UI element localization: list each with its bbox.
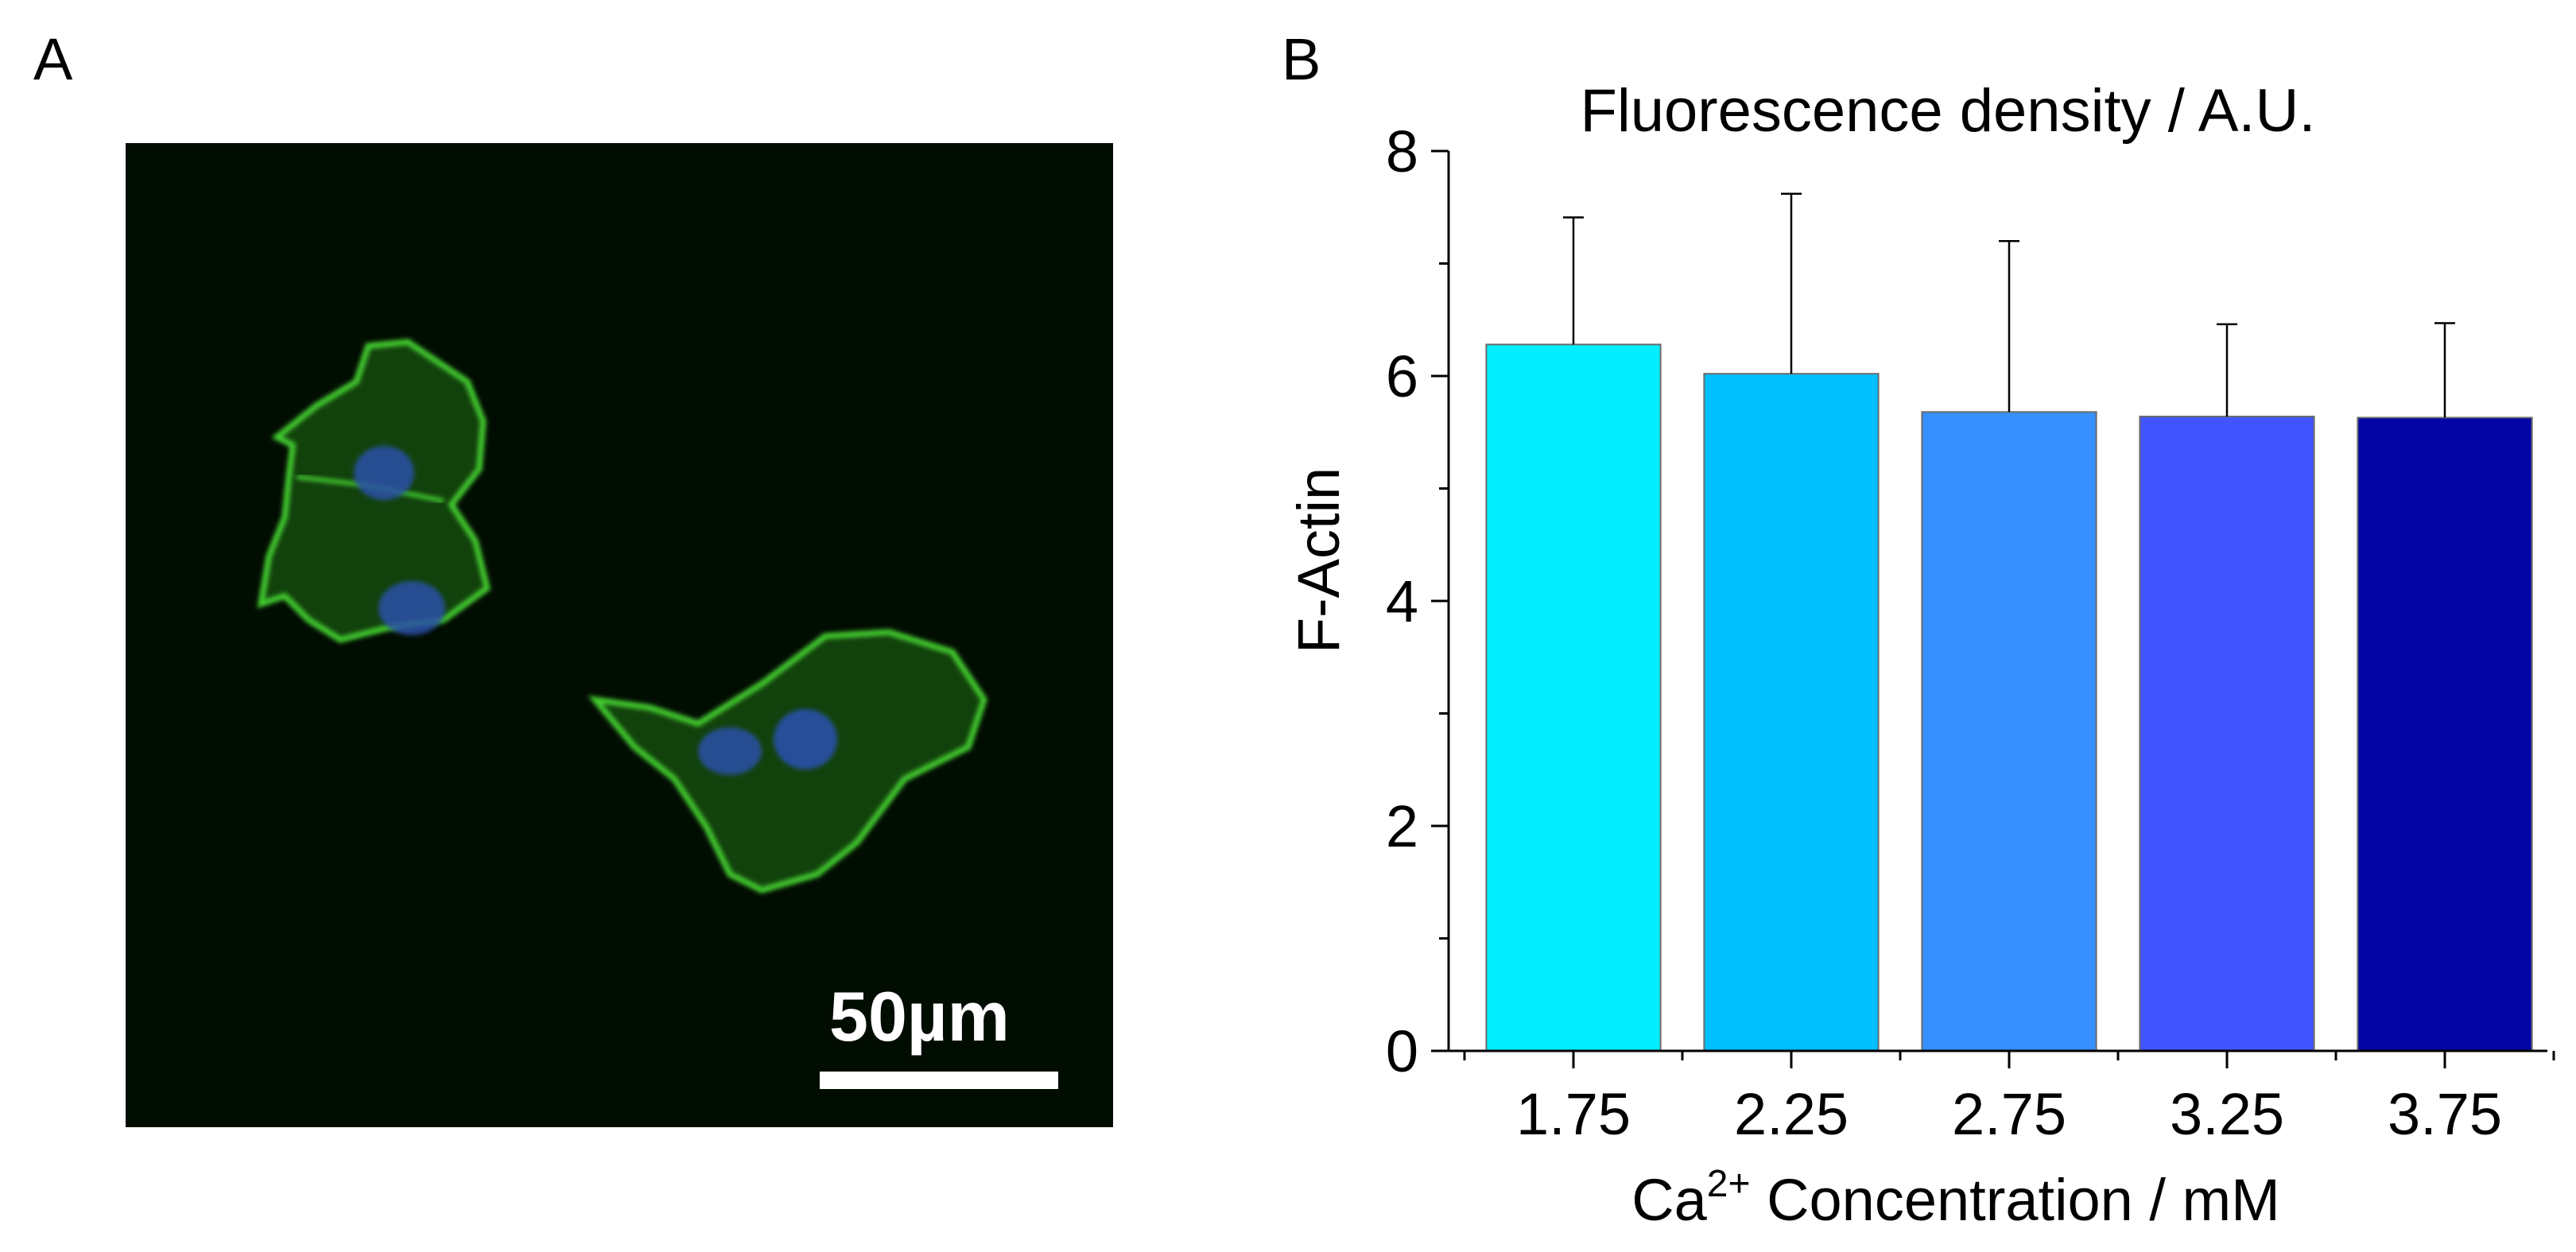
bar-3.75 (2357, 417, 2533, 1052)
y-tick-label-8: 8 (1386, 118, 1418, 184)
y-tick-label-6: 6 (1386, 343, 1418, 409)
x-tick-label-3.25: 3.25 (2170, 1081, 2284, 1147)
x-tick-label-3.75: 3.75 (2388, 1081, 2502, 1147)
x-axis-label-main: Ca (1631, 1167, 1707, 1233)
scale-bar-label: 50µm (829, 977, 1010, 1056)
y-tick-label-0: 0 (1386, 1018, 1418, 1084)
bar-chart: Fluorescence density / A.U. F-Actin 0 2 4 6… (1286, 77, 2555, 1233)
panel-b-label: B (1282, 26, 1321, 92)
bar-1.75 (1485, 343, 1662, 1052)
error-bars-group (1563, 192, 2455, 418)
y-ticks-group: 0 2 4 6 8 (1386, 118, 1449, 1084)
y-tick-label-4: 4 (1386, 568, 1418, 634)
fluorescence-micrograph: 50µm (126, 143, 1113, 1127)
x-ticks-group: 1.75 2.25 2.75 3.25 3.75 (1463, 1051, 2555, 1147)
bars-group (1485, 343, 2533, 1052)
chart-title: Fluorescence density / A.U. (1580, 77, 2315, 145)
x-axis-label-superscript: 2+ (1707, 1163, 1751, 1205)
x-tick-label-1.75: 1.75 (1516, 1081, 1631, 1147)
x-tick-label-2.75: 2.75 (1952, 1081, 2066, 1147)
cell-cluster-right (588, 629, 987, 893)
bar-2.25 (1703, 373, 1880, 1052)
x-axis-label: Ca2+ Concentration / mM (1631, 1163, 2280, 1233)
x-axis-label-rest: Concentration / mM (1751, 1167, 2280, 1233)
bar-3.25 (2139, 415, 2315, 1052)
bar-2.75 (1921, 411, 2097, 1052)
x-tick-label-2.25: 2.25 (1734, 1081, 1849, 1147)
cell-cluster-left (257, 339, 491, 643)
cell-image (257, 339, 987, 893)
y-axis-label: F-Actin (1286, 467, 1352, 653)
y-tick-label-2: 2 (1386, 793, 1418, 859)
scale-bar (820, 1072, 1058, 1089)
panel-a-label: A (33, 26, 73, 92)
